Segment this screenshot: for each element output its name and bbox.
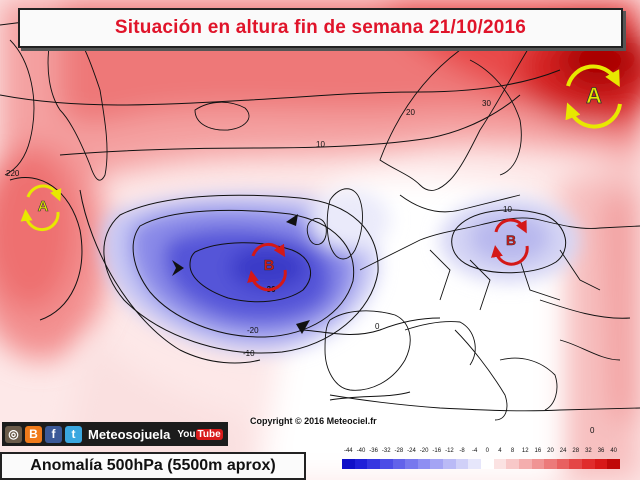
scale-tick-label: 8 — [510, 448, 515, 454]
scale-swatch — [455, 459, 469, 469]
scale-swatch — [405, 459, 419, 469]
scale-swatch — [506, 459, 520, 469]
scale-tick-label: -20 — [419, 448, 429, 454]
scale-tick-label: 28 — [572, 448, 580, 454]
scale-tick-label: 12 — [521, 448, 529, 454]
scale-tick-label: -4 — [472, 448, 478, 454]
social-bar: ◎ B f t Meteosojuela You Tube — [2, 422, 228, 446]
page-title: Situación en altura fin de semana 21/10/… — [114, 17, 527, 38]
scale-tick-label: -8 — [459, 448, 465, 454]
high-pressure-northeast: A — [565, 64, 622, 129]
contour-label: -10 — [243, 349, 255, 358]
scale-swatch — [582, 459, 596, 469]
scale-swatch — [531, 459, 545, 469]
scale-swatch — [481, 459, 495, 469]
scale-tick-label: 4 — [498, 448, 502, 454]
scale-swatch — [518, 459, 533, 469]
contour-lines — [0, 69, 567, 401]
low-pressure-europe: B — [491, 218, 529, 266]
copyright-text: Copyright © 2016 Meteociel.fr — [250, 416, 377, 426]
wind-arrow-icon — [172, 260, 184, 276]
scale-tick-label: -32 — [381, 448, 391, 454]
scale-tick-label: 40 — [610, 448, 618, 454]
contour-label: 30 — [482, 99, 491, 108]
pressure-label: A — [38, 198, 49, 215]
youtube-logo[interactable]: You Tube — [177, 428, 223, 440]
title-banner: Situación en altura fin de semana 21/10/… — [18, 8, 623, 48]
legend-title: Anomalía 500hPa (5500m aprox) — [0, 452, 306, 480]
scale-swatch — [443, 459, 457, 469]
cold-anomaly-field — [101, 190, 580, 353]
scale-swatch — [544, 459, 558, 469]
scale-tick-label: -28 — [394, 448, 404, 454]
scale-swatch — [367, 459, 381, 469]
scale-tick-label: -12 — [445, 448, 454, 454]
contour-label: 220 — [6, 169, 20, 178]
pressure-label: A — [586, 83, 602, 108]
contour-label: 10 — [316, 140, 325, 149]
scale-tick-label: 24 — [559, 448, 567, 454]
scale-swatch — [569, 459, 583, 469]
scale-tick-label: -16 — [432, 448, 442, 454]
pressure-label: B — [264, 257, 275, 274]
scale-swatch — [354, 459, 368, 469]
color-scale: -44 -40 -36 -32 -28 -24 -20 -16 -12 -8 -4 0 4 8 12 16 20… — [342, 448, 621, 476]
scale-swatch — [594, 459, 608, 469]
scale-tick-label: 0 — [485, 448, 489, 454]
scale-swatch — [342, 459, 356, 469]
contour-label-group: 220 20 10 30 10 -30 -20 -10 0 0 — [6, 99, 595, 435]
scale-tick-label: -44 — [343, 448, 353, 454]
scale-tick-label: -40 — [356, 448, 366, 454]
scale-swatch — [392, 459, 406, 469]
contour-label: 0 — [590, 426, 595, 435]
scale-tick-label: 36 — [597, 448, 605, 454]
scale-swatch — [556, 459, 570, 469]
contour-label: 0 — [375, 322, 380, 331]
wind-arrow-icon — [296, 320, 310, 334]
blogger-icon[interactable]: B — [25, 425, 42, 443]
scale-swatch — [430, 459, 444, 469]
scale-tick-label: -36 — [369, 448, 378, 454]
wind-arrows — [172, 214, 310, 334]
contour-label: -20 — [247, 326, 259, 335]
twitter-icon[interactable]: t — [65, 425, 82, 443]
scale-swatch — [607, 459, 621, 469]
contour-label: 10 — [503, 205, 512, 214]
instagram-icon[interactable]: ◎ — [5, 425, 22, 443]
pressure-label: B — [506, 232, 516, 248]
wind-arrow-icon — [286, 214, 298, 226]
high-pressure-greenland: A — [20, 184, 62, 231]
scale-tick-label: -24 — [407, 448, 416, 454]
blog-name[interactable]: Meteosojuela — [88, 426, 171, 442]
scale-swatch — [379, 459, 394, 469]
scale-swatch — [468, 459, 482, 469]
scale-tick-label: 32 — [585, 448, 592, 454]
facebook-icon[interactable]: f — [45, 425, 62, 443]
low-pressure-atlantic: B — [247, 242, 287, 292]
scale-tick-label: 20 — [547, 448, 554, 454]
scale-swatch — [493, 459, 507, 469]
contour-label: 20 — [406, 108, 415, 117]
scale-tick-label: 16 — [534, 448, 542, 454]
scale-swatch — [417, 459, 431, 469]
